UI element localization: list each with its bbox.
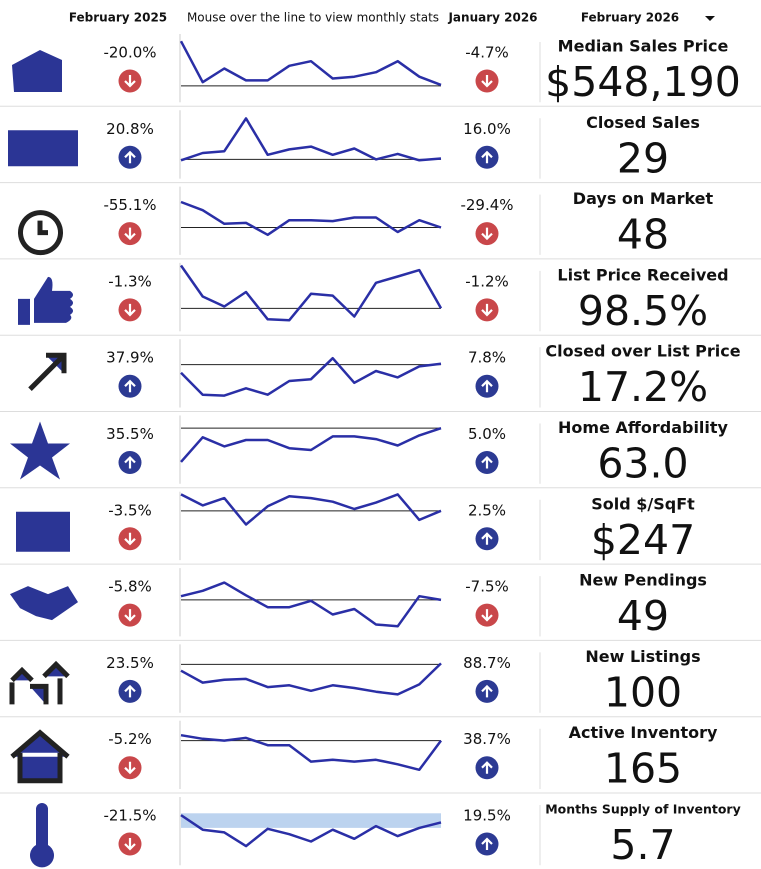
metric-label: Home Affordability	[558, 418, 729, 437]
column-header: January 2026	[447, 11, 537, 25]
percent-change: -5.2%	[108, 730, 152, 748]
arrow-glyph	[124, 75, 136, 88]
metric-value: 98.5%	[578, 287, 708, 335]
metric-label: Sold $/SqFt	[591, 494, 695, 513]
arrow-glyph	[481, 837, 493, 850]
metric-label: Active Inventory	[569, 723, 718, 742]
metric-icon	[10, 729, 70, 784]
metric-icon	[10, 586, 78, 621]
percent-change: 20.8%	[106, 120, 154, 138]
metric-value: 165	[604, 745, 682, 793]
percent-change: 7.8%	[468, 349, 506, 367]
sparkline	[180, 581, 442, 628]
percent-change: -1.3%	[108, 272, 152, 290]
metric-value: $247	[591, 516, 695, 564]
arrow-glyph	[481, 455, 493, 469]
arrow-glyph	[124, 609, 136, 622]
metric-icon	[18, 210, 63, 256]
metric-value: $548,190	[545, 58, 741, 106]
metric-value: 5.7	[610, 821, 675, 869]
column-header: February 2025	[69, 11, 167, 25]
arrow-glyph	[481, 684, 493, 698]
metric-icon	[10, 421, 70, 480]
metric-value: 48	[617, 211, 669, 259]
arrow-glyph	[124, 303, 136, 317]
arrow-glyph	[481, 379, 493, 393]
metric-icon	[9, 660, 70, 705]
metric-icon	[18, 276, 73, 325]
sparkline	[180, 356, 442, 397]
percent-change: -20.0%	[103, 44, 156, 62]
arrow-glyph	[124, 227, 136, 241]
arrow-glyph	[124, 532, 136, 546]
sparkline	[180, 662, 442, 696]
percent-change: 88.7%	[463, 654, 511, 672]
arrow-glyph	[481, 227, 493, 241]
metric-label: New Pendings	[579, 571, 707, 590]
percent-change: -55.1%	[103, 196, 156, 214]
arrow-glyph	[481, 150, 493, 164]
percent-change: -21.5%	[103, 807, 156, 825]
sparkline	[180, 427, 442, 463]
sparkline	[180, 733, 443, 772]
arrow-glyph	[124, 379, 136, 393]
period-label[interactable]: February 2026	[581, 11, 679, 25]
metric-icon	[30, 803, 54, 868]
metric-icon	[12, 50, 62, 92]
percent-change: 38.7%	[463, 730, 511, 748]
percent-change: 5.0%	[468, 425, 506, 443]
arrow-glyph	[481, 303, 493, 317]
percent-change: 35.5%	[106, 425, 154, 443]
metric-value: 100	[604, 668, 682, 716]
arrow-glyph	[124, 838, 136, 851]
arrow-glyph	[124, 150, 136, 164]
arrow-glyph	[481, 761, 493, 774]
sparkline-band	[181, 813, 441, 828]
sparkline	[179, 264, 443, 322]
metric-value: 29	[617, 134, 669, 182]
metric-value: 49	[617, 592, 669, 640]
percent-change: -7.5%	[465, 578, 509, 596]
metric-label: Months Supply of Inventory	[545, 802, 741, 817]
metric-value: 17.2%	[578, 363, 708, 411]
metric-icon	[28, 352, 67, 391]
percent-change: 2.5%	[468, 501, 506, 519]
percent-change: 19.5%	[463, 807, 511, 825]
percent-change: -3.5%	[108, 501, 152, 519]
dropdown-arrow[interactable]	[705, 16, 715, 21]
percent-change: -5.8%	[108, 578, 152, 596]
metric-label: New Listings	[585, 647, 700, 666]
percent-change: 37.9%	[106, 349, 154, 367]
hint-text: Mouse over the line to view monthly stat…	[187, 11, 439, 25]
arrow-glyph	[124, 455, 136, 469]
arrow-glyph	[124, 684, 136, 698]
arrow-glyph	[481, 532, 493, 545]
arrow-glyph	[124, 761, 136, 775]
metric-icon	[16, 511, 70, 552]
metric-label: Closed over List Price	[545, 342, 740, 361]
metric-value: 63.0	[597, 440, 688, 488]
sparkline	[180, 117, 442, 162]
sparkline	[179, 40, 442, 87]
percent-change: -4.7%	[465, 44, 509, 62]
metric-icon	[8, 124, 78, 167]
metric-label: Median Sales Price	[558, 37, 729, 56]
period-dropdown[interactable]: February 2026	[581, 11, 715, 25]
arrow-glyph	[481, 609, 493, 622]
arrow-glyph	[481, 75, 493, 88]
metric-label: Days on Market	[573, 189, 714, 208]
metric-label: Closed Sales	[586, 113, 700, 132]
sparkline	[180, 200, 442, 237]
metric-label: List Price Received	[557, 265, 728, 284]
percent-change: -29.4%	[460, 196, 513, 214]
sparkline	[180, 814, 442, 848]
percent-change: 23.5%	[106, 654, 154, 672]
percent-change: -1.2%	[465, 272, 509, 290]
sparkline	[180, 493, 442, 526]
percent-change: 16.0%	[463, 120, 511, 138]
